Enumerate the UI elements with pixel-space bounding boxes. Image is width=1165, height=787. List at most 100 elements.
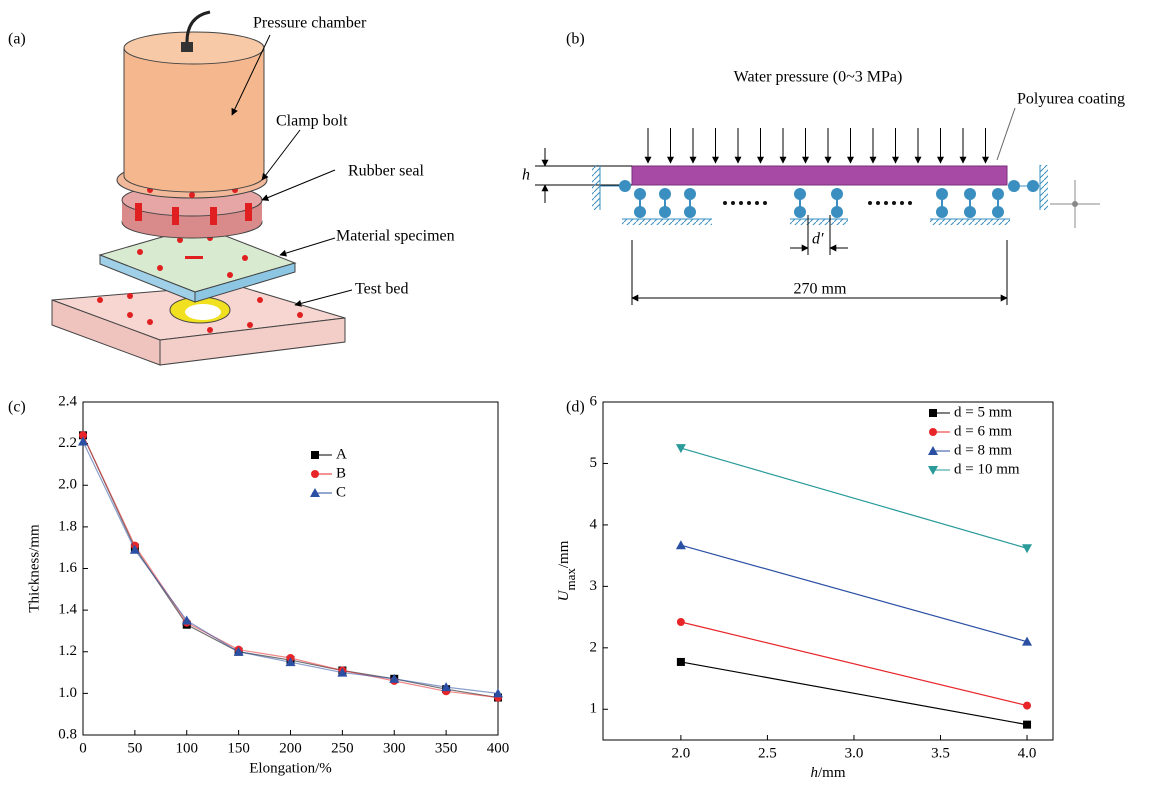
y-tick-label: 4	[590, 516, 598, 532]
y-tick-label: 1	[590, 701, 598, 717]
x-tick-label: 150	[227, 740, 250, 756]
y-tick-label: 3	[590, 578, 598, 594]
marker	[337, 667, 348, 677]
axis-symbol: h	[810, 765, 818, 781]
marker	[78, 436, 88, 446]
part-label: Pressure chamber	[253, 15, 367, 32]
x-tick-label: 250	[331, 740, 354, 756]
marker	[389, 673, 400, 683]
ground-hatch	[790, 219, 848, 225]
marker	[129, 544, 140, 554]
marker	[181, 615, 192, 625]
support-node	[634, 206, 646, 218]
x-tick-label: 3.0	[845, 745, 864, 761]
marker	[233, 646, 244, 656]
series-line	[680, 447, 1028, 549]
marker	[675, 540, 686, 550]
marker	[1023, 720, 1032, 729]
y-tick-label: 1.6	[58, 560, 77, 576]
y-tick-label: 2	[590, 639, 598, 655]
legend-marker	[929, 428, 937, 436]
x-tick-label: 2.0	[672, 745, 691, 761]
legend-label: A	[336, 446, 347, 462]
marker	[675, 444, 686, 454]
panel-b: (b) Water pressure (0~3 MPa) Polyurea co…	[522, 31, 1125, 305]
marker	[493, 688, 503, 698]
axis-symbol: U	[556, 589, 572, 601]
y-tick-label: 2.4	[58, 393, 77, 409]
spacing-label: d′	[812, 231, 824, 248]
legend-label: d = 5 mm	[954, 404, 1012, 420]
y-tick-label: 6	[590, 393, 598, 409]
marker	[79, 431, 87, 440]
y-tick-label: 1.8	[58, 518, 77, 534]
x-tick-label: 350	[435, 740, 458, 756]
y-tick-label: 0.8	[58, 726, 77, 742]
x-tick-label: 3.5	[931, 745, 950, 761]
part-label: Clamp bolt	[276, 113, 348, 130]
series-line	[680, 544, 1028, 643]
coating-label: Polyurea coating	[1017, 91, 1125, 108]
legend-marker	[928, 446, 938, 455]
x-tick-label: 400	[487, 740, 510, 756]
x-tick-label: 2.5	[758, 745, 777, 761]
thickness-label: h	[522, 167, 530, 184]
panel-label: (d)	[566, 399, 585, 416]
legend-marker	[929, 409, 937, 417]
support-node	[794, 206, 806, 218]
legend-label: B	[336, 465, 346, 481]
legend-marker	[928, 466, 938, 475]
legend-marker	[310, 488, 320, 497]
load-label: Water pressure (0~3 MPa)	[734, 69, 903, 86]
x-tick-label: 4.0	[1018, 745, 1037, 761]
support-node	[992, 206, 1004, 218]
legend-label: d = 6 mm	[954, 423, 1012, 439]
series-line	[680, 661, 1028, 726]
x-tick-label: 100	[176, 740, 199, 756]
x-tick-label: 0	[79, 740, 87, 756]
support-node	[831, 206, 843, 218]
y-axis-label: Umax/mm	[556, 540, 578, 601]
part-label: Test bed	[355, 281, 409, 298]
series-line	[680, 621, 1028, 707]
legend-marker	[311, 470, 319, 478]
legend-label: C	[336, 484, 346, 500]
y-axis-label: Thickness/mm	[26, 524, 42, 613]
x-tick-label: 300	[383, 740, 406, 756]
x-tick-label: 200	[279, 740, 302, 756]
x-axis-label: Elongation/%	[249, 760, 332, 776]
axis-unit: /mm	[556, 540, 572, 568]
y-tick-label: 1.0	[58, 685, 77, 701]
ground-hatch	[622, 219, 712, 225]
part-label: Material specimen	[336, 228, 455, 245]
y-tick-label: 1.2	[58, 643, 77, 659]
marker	[1022, 544, 1033, 554]
marker	[285, 657, 296, 667]
support-node	[659, 206, 671, 218]
legend-label: d = 10 mm	[954, 461, 1020, 477]
panel-label: (b)	[566, 31, 585, 48]
legend-marker	[311, 451, 319, 459]
support-node	[684, 206, 696, 218]
x-axis-label: h/mm	[810, 765, 845, 781]
y-tick-label: 1.4	[58, 602, 77, 618]
y-tick-label: 2.2	[58, 435, 77, 451]
ground-hatch	[930, 219, 1010, 225]
span-label: 270 mm	[794, 281, 847, 298]
panel-label: (a)	[8, 31, 26, 48]
plot-frame	[602, 401, 1054, 741]
legend-label: d = 8 mm	[954, 442, 1012, 458]
x-tick-label: 50	[127, 740, 142, 756]
marker	[1023, 701, 1032, 710]
support-node	[936, 206, 948, 218]
part-label: Rubber seal	[348, 163, 425, 180]
marker	[676, 618, 685, 627]
y-tick-label: 2.0	[58, 477, 77, 493]
support-node	[964, 206, 976, 218]
marker	[676, 657, 685, 666]
chart: (c) 0 50 100 150 200 250 300 350 400 0.8 1.0 1.2 1.4 1…	[8, 393, 509, 776]
marker	[1022, 636, 1033, 646]
